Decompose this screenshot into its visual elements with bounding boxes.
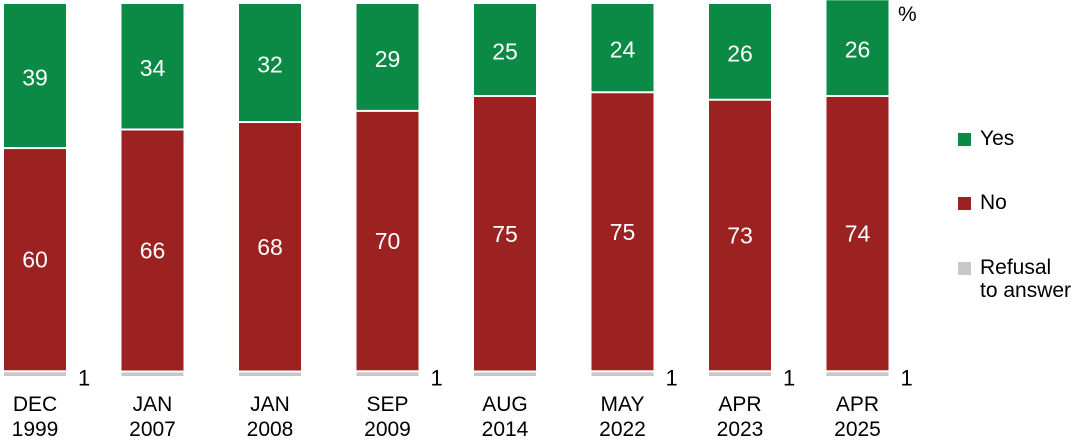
x-tick-label-jan-2007: JAN 2007 <box>129 393 176 441</box>
x-tick-label-aug-2014: AUG 2014 <box>482 393 529 441</box>
legend-swatch-no <box>958 197 971 210</box>
bar-yes-jan-2007 <box>121 4 184 129</box>
label-yes-sep-2009: 29 <box>375 46 401 72</box>
bar-refusal-may-2022 <box>591 372 654 376</box>
legend-label-no: No <box>980 191 1007 214</box>
bar-yes-may-2022 <box>591 4 654 92</box>
label-refusal-apr-2025: 1 <box>901 366 913 391</box>
label-yes-jan-2008: 32 <box>257 52 283 78</box>
label-no-may-2022: 75 <box>610 219 636 245</box>
label-refusal-may-2022: 1 <box>666 366 678 391</box>
bar-no-aug-2014 <box>474 97 536 371</box>
legend-label-refusal: Refusal to answer <box>980 256 1072 302</box>
x-tick-label-dec-1999: DEC 1999 <box>12 393 59 441</box>
bar-no-jan-2008 <box>239 123 301 371</box>
x-tick-label-apr-2023: APR 2023 <box>717 393 764 441</box>
bars-layer <box>4 0 889 376</box>
label-no-apr-2023: 73 <box>727 223 753 249</box>
label-no-jan-2008: 68 <box>257 234 283 260</box>
bar-no-apr-2025 <box>826 97 889 371</box>
label-no-sep-2009: 70 <box>375 228 401 254</box>
label-refusal-apr-2023: 1 <box>783 366 795 391</box>
bar-no-jan-2007 <box>121 130 184 371</box>
label-yes-apr-2025: 26 <box>845 37 871 63</box>
label-yes-may-2022: 24 <box>610 37 636 63</box>
label-refusal-dec-1999: 1 <box>78 366 90 391</box>
bar-no-dec-1999 <box>4 149 66 371</box>
x-tick-label-jan-2008: JAN 2008 <box>247 393 294 441</box>
bar-refusal-apr-2023 <box>709 372 771 376</box>
x-tick-label-may-2022: MAY 2022 <box>599 393 646 441</box>
bar-refusal-apr-2025 <box>826 372 889 376</box>
legend-item-no: No <box>958 191 1007 214</box>
label-yes-jan-2007: 34 <box>140 55 166 81</box>
bar-yes-aug-2014 <box>474 4 536 95</box>
legend-swatch-yes <box>958 133 971 146</box>
label-yes-dec-1999: 39 <box>22 65 48 91</box>
x-tick-label-apr-2025: APR 2025 <box>834 393 881 441</box>
bar-no-apr-2023 <box>709 100 771 371</box>
bar-no-sep-2009 <box>356 111 419 371</box>
bar-refusal-sep-2009 <box>356 372 419 376</box>
bar-refusal-dec-1999 <box>4 372 66 376</box>
bar-refusal-jan-2007 <box>121 372 184 376</box>
label-refusal-sep-2009: 1 <box>431 366 443 391</box>
unit-label: % <box>898 3 917 26</box>
legend-swatch-refusal <box>958 262 971 275</box>
label-no-aug-2014: 75 <box>492 221 518 247</box>
bar-yes-apr-2023 <box>709 4 771 99</box>
x-axis-labels: DEC 1999 JAN 2007 JAN 2008 SEP 2009 AUG 2014 MAY 20… <box>12 393 881 441</box>
legend-item-refusal: Refusal to answer <box>958 256 1071 302</box>
bar-yes-sep-2009 <box>356 4 419 110</box>
label-no-apr-2025: 74 <box>845 221 871 247</box>
bar-refusal-jan-2008 <box>239 372 301 376</box>
label-yes-aug-2014: 25 <box>492 39 518 65</box>
bar-yes-apr-2025 <box>826 0 889 96</box>
label-no-dec-1999: 60 <box>22 247 48 273</box>
legend-label-yes: Yes <box>980 127 1015 150</box>
bar-yes-dec-1999 <box>4 4 66 148</box>
bar-refusal-aug-2014 <box>474 372 536 376</box>
bar-yes-jan-2008 <box>239 4 301 122</box>
label-no-jan-2007: 66 <box>140 237 166 263</box>
legend-item-yes: Yes <box>958 127 1014 150</box>
x-tick-label-sep-2009: SEP 2009 <box>364 393 411 441</box>
legend: Yes No Refusal to answer <box>958 0 1090 442</box>
bar-no-may-2022 <box>591 93 654 371</box>
label-yes-apr-2023: 26 <box>727 40 753 66</box>
